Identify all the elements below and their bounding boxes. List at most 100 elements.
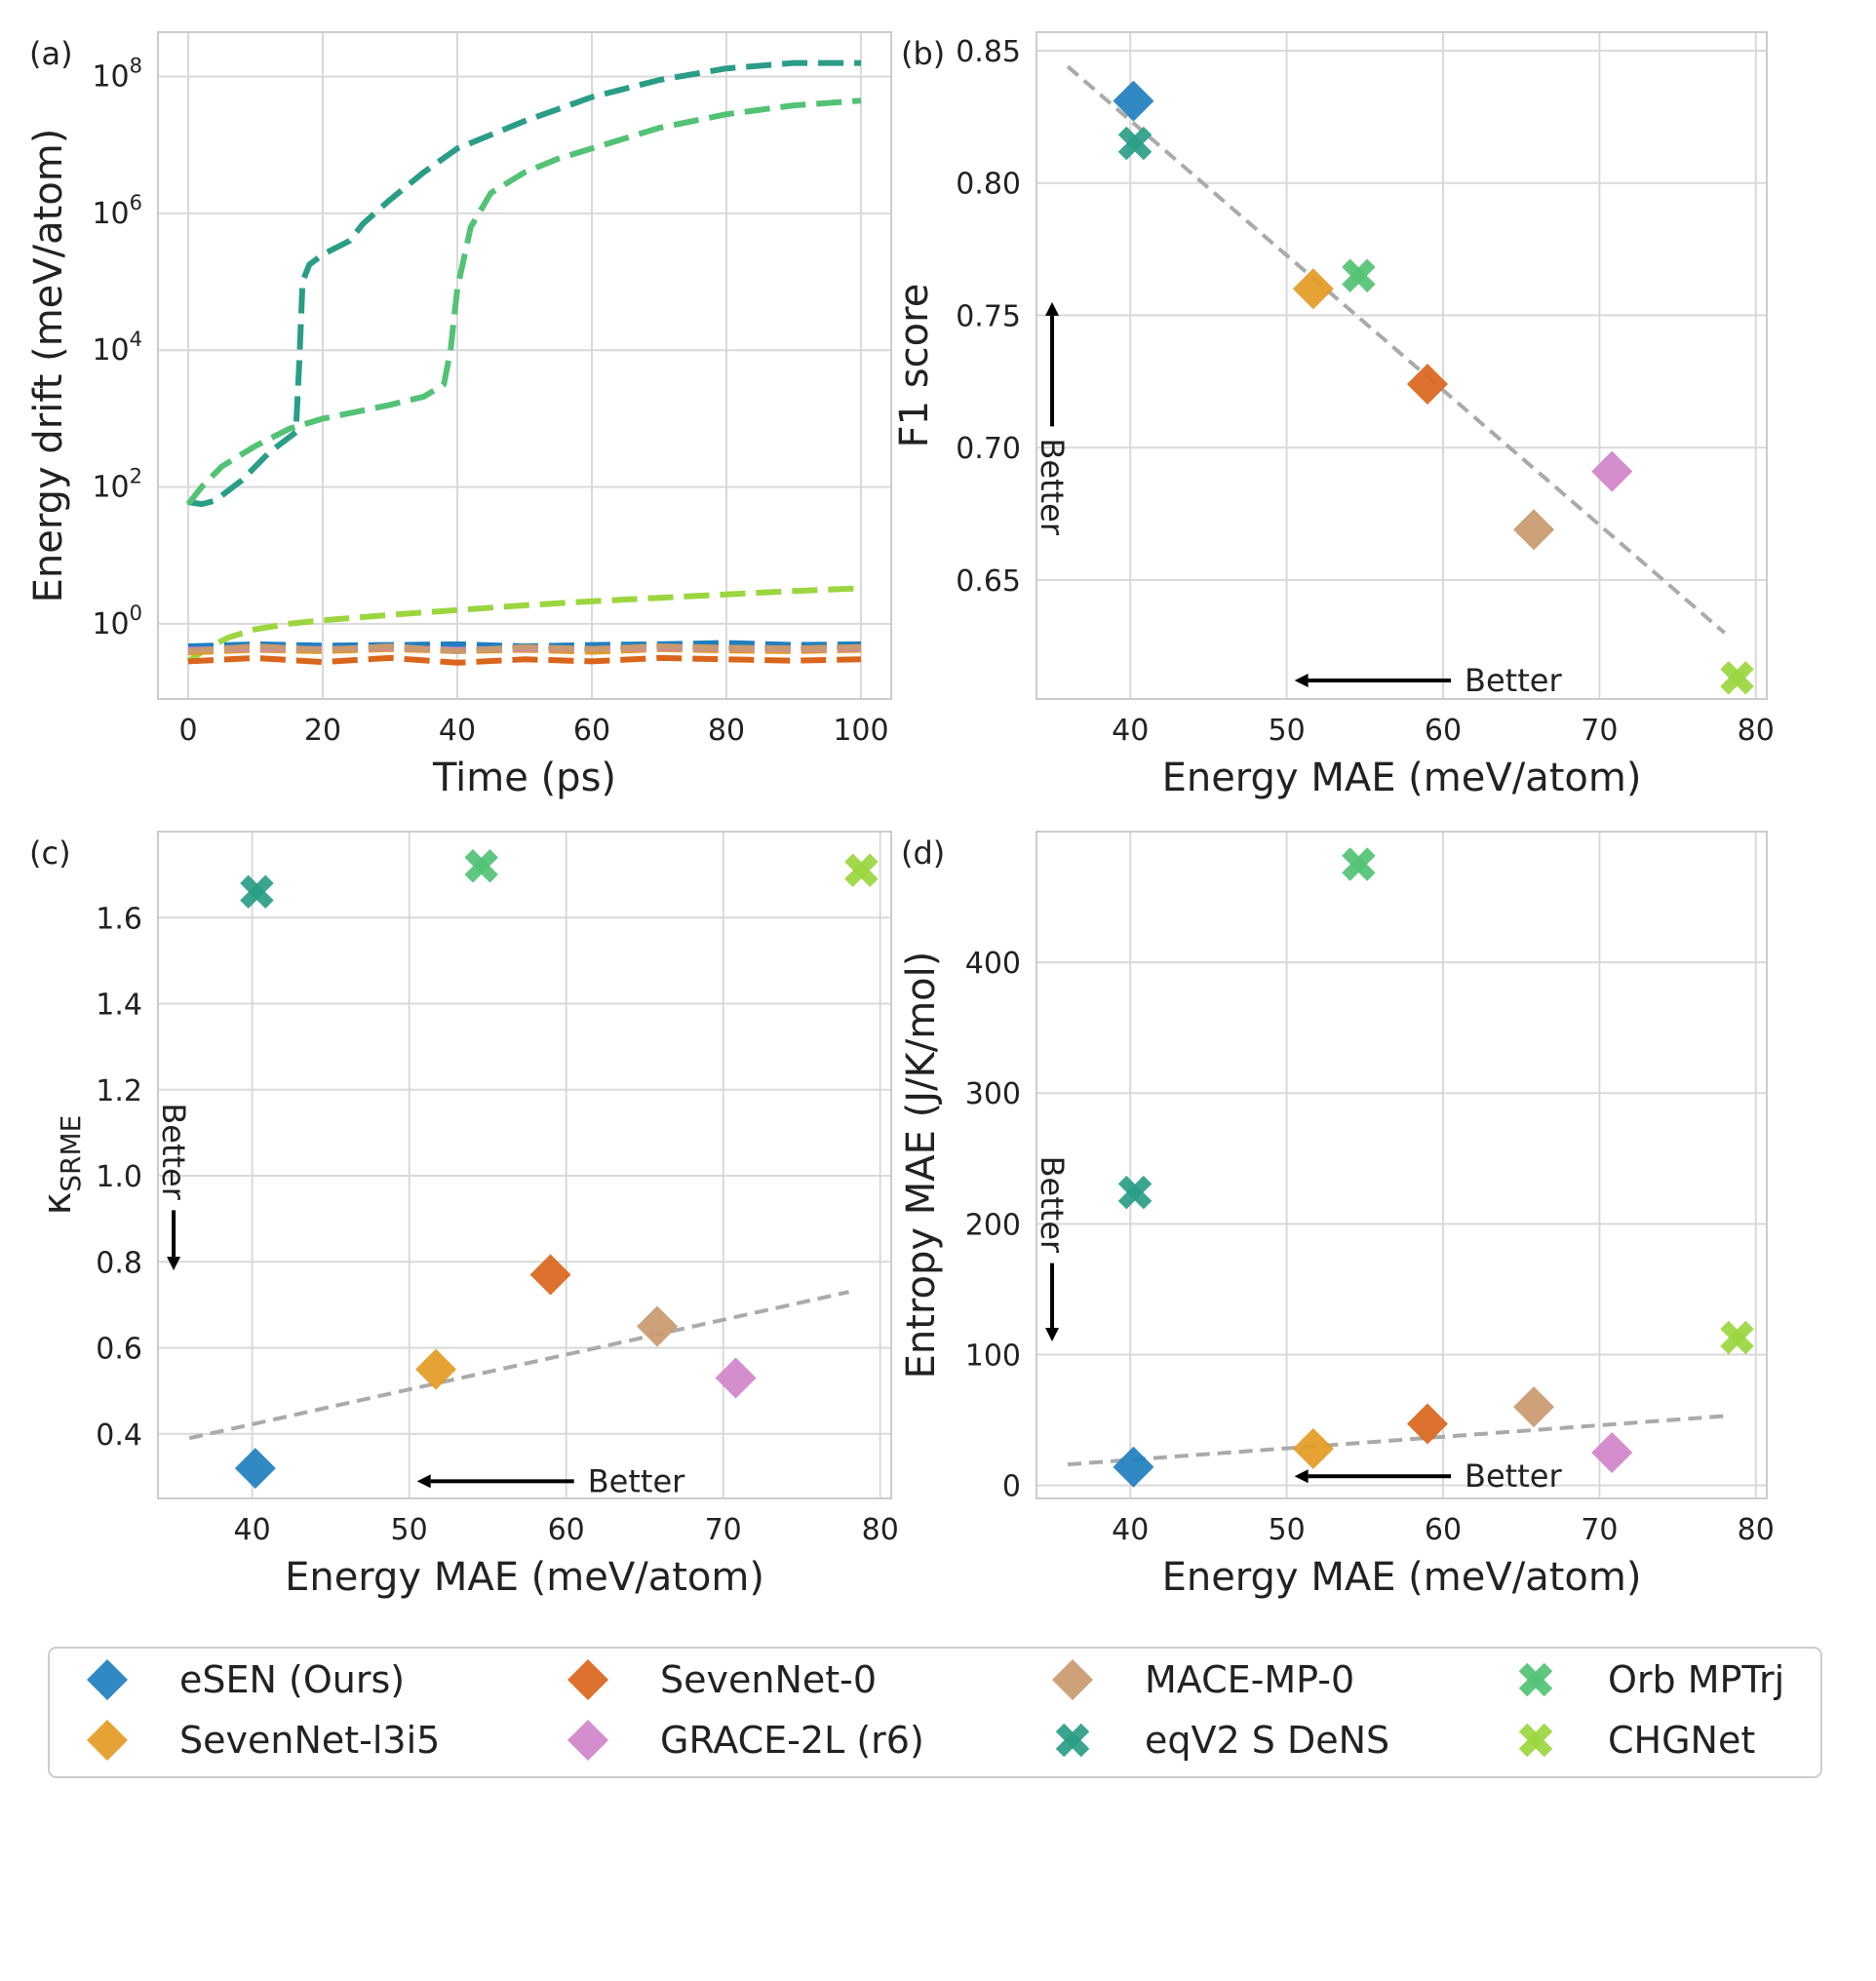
- y-tick-label: 1.2: [96, 1074, 142, 1108]
- legend: eSEN (Ours) SevenNet-0 MACE-MP-0 Orb MPTrj S…: [48, 1647, 1822, 1778]
- x-tick-label: 60: [573, 714, 610, 748]
- x-tick-label: 40: [234, 1513, 271, 1547]
- y-tick-label: 1.0: [96, 1160, 142, 1194]
- legend-label-esen-ours: eSEN (Ours): [179, 1658, 405, 1701]
- x-tick-label: 80: [708, 714, 745, 748]
- point-chgnet: [1720, 661, 1754, 695]
- point-sevennet-l3i5: [1292, 268, 1334, 310]
- y-axis-label: κSRME: [35, 1115, 87, 1216]
- legend-label-eqv2-s-dens: eqV2 S DeNS: [1145, 1719, 1389, 1762]
- legend-frame: [48, 1647, 1822, 1778]
- point-mace-mp-0: [1513, 509, 1555, 551]
- legend-marker-chgnet: [1518, 1723, 1553, 1758]
- point-esen-ours: [234, 1448, 276, 1490]
- legend-marker-sevennet-l3i5: [87, 1720, 128, 1761]
- point-eqv2-s-dens: [240, 874, 274, 910]
- y-tick-label: 106: [92, 191, 142, 231]
- point-sevennet-0: [1406, 1403, 1448, 1445]
- legend-marker-mace-mp-0: [1052, 1659, 1093, 1700]
- y-tick-label: 0.6: [96, 1333, 142, 1367]
- legend-marker-orb-mptrj: [1518, 1662, 1553, 1697]
- x-tick-label: 70: [705, 1513, 742, 1547]
- point-mace-mp-0: [637, 1305, 679, 1347]
- series-line-chgnet: [186, 585, 862, 664]
- point-sevennet-l3i5: [415, 1348, 457, 1390]
- y-tick-label: 1.4: [96, 989, 142, 1023]
- x-tick-label: 60: [1425, 714, 1462, 748]
- legend-label-chgnet: CHGNet: [1608, 1719, 1755, 1762]
- legend-marker-grace-2l-r6: [567, 1720, 608, 1761]
- series-line-sevennet-0: [187, 654, 862, 666]
- series-line-orb-mptrj: [185, 97, 862, 506]
- legend-label-sevennet-l3i5: SevenNet-l3i5: [179, 1719, 440, 1762]
- y-tick-label: 100: [965, 1339, 1021, 1373]
- x-tick-label: 80: [1738, 1513, 1775, 1547]
- point-chgnet: [1720, 1320, 1754, 1355]
- y-tick-label: 0.80: [956, 168, 1021, 202]
- panel-label: (c): [29, 835, 71, 872]
- y-tick-label: 104: [92, 328, 142, 368]
- y-tick-label: 108: [92, 55, 142, 95]
- axes-frame: [157, 31, 892, 700]
- point-sevennet-0: [1406, 364, 1448, 405]
- panel-c: 40 50 60 70 80 0.4 0.6 0.8 1.0 1.2 1.4 1.6 (c) Energy…: [29, 831, 899, 1600]
- x-tick-label: 60: [548, 1513, 585, 1547]
- axes-frame: [1036, 831, 1768, 1499]
- x-tick-label: 50: [1269, 1513, 1306, 1547]
- legend-label-grace-2l-r6: GRACE-2L (r6): [660, 1719, 924, 1762]
- point-sevennet-0: [529, 1254, 571, 1296]
- point-grace-2l-r6: [1591, 450, 1633, 492]
- legend-label-sevennet-0: SevenNet-0: [660, 1658, 877, 1701]
- x-axis-label: Energy MAE (meV/atom): [285, 1555, 764, 1600]
- point-orb-mptrj: [1342, 847, 1376, 881]
- panel-a: 0 20 40 60 80 100 100 102 104 106 108 (a) Time (ps) E…: [26, 31, 892, 800]
- x-tick-label: 40: [1112, 1513, 1149, 1547]
- x-tick-label: 40: [1112, 714, 1149, 748]
- x-axis-label: Time (ps): [432, 756, 616, 800]
- y-tick-label: 0.65: [956, 564, 1021, 599]
- point-esen-ours: [1113, 1446, 1154, 1488]
- y-tick-label: 1.6: [96, 902, 142, 936]
- better-x-label: Better: [588, 1462, 685, 1499]
- x-tick-label: 50: [391, 1513, 428, 1547]
- x-tick-label: 60: [1425, 1513, 1462, 1547]
- y-tick-label: 0.85: [956, 35, 1021, 69]
- point-esen-ours: [1113, 80, 1154, 122]
- point-mace-mp-0: [1513, 1386, 1555, 1428]
- fit-line: [188, 1290, 849, 1441]
- point-grace-2l-r6: [715, 1357, 757, 1399]
- y-tick-label: 400: [965, 947, 1021, 981]
- y-axis-label: Entropy MAE (J/K/mol): [899, 952, 944, 1379]
- y-axis-label: Energy drift (meV/atom): [26, 129, 71, 603]
- y-tick-label: 0: [1002, 1470, 1021, 1504]
- point-eqv2-s-dens: [1117, 1175, 1153, 1210]
- panel-label: (d): [901, 835, 945, 872]
- y-tick-label: 0.70: [956, 432, 1021, 466]
- x-axis-label: Energy MAE (meV/atom): [1162, 756, 1642, 800]
- better-y-arrow: [1045, 301, 1060, 427]
- x-tick-label: 40: [439, 714, 476, 748]
- point-orb-mptrj: [1342, 258, 1376, 292]
- y-tick-label: 102: [92, 465, 142, 505]
- x-tick-label: 70: [1581, 1513, 1618, 1547]
- x-tick-label: 70: [1581, 714, 1618, 748]
- better-x-label: Better: [1465, 1457, 1562, 1495]
- better-y-arrow: [1045, 1262, 1060, 1342]
- axes-frame: [157, 831, 892, 1499]
- point-grace-2l-r6: [1591, 1432, 1633, 1474]
- legend-label-orb-mptrj: Orb MPTrj: [1608, 1658, 1784, 1701]
- y-tick-label: 0.4: [96, 1418, 142, 1453]
- x-tick-label: 100: [833, 714, 888, 748]
- legend-marker-esen-ours: [87, 1659, 128, 1700]
- better-y-arrow: [167, 1210, 181, 1271]
- better-y-label: Better: [1034, 438, 1071, 535]
- y-tick-label: 100: [92, 602, 142, 641]
- point-chgnet: [844, 853, 879, 887]
- x-tick-label: 20: [304, 714, 341, 748]
- legend-marker-sevennet-0: [567, 1659, 608, 1700]
- better-y-label: Better: [155, 1103, 192, 1200]
- better-y-label: Better: [1034, 1156, 1071, 1254]
- panel-b: 40 50 60 70 80 0.65 0.70 0.75 0.80 0.85 (b) Energy …: [892, 31, 1775, 800]
- x-tick-label: 80: [862, 1513, 899, 1547]
